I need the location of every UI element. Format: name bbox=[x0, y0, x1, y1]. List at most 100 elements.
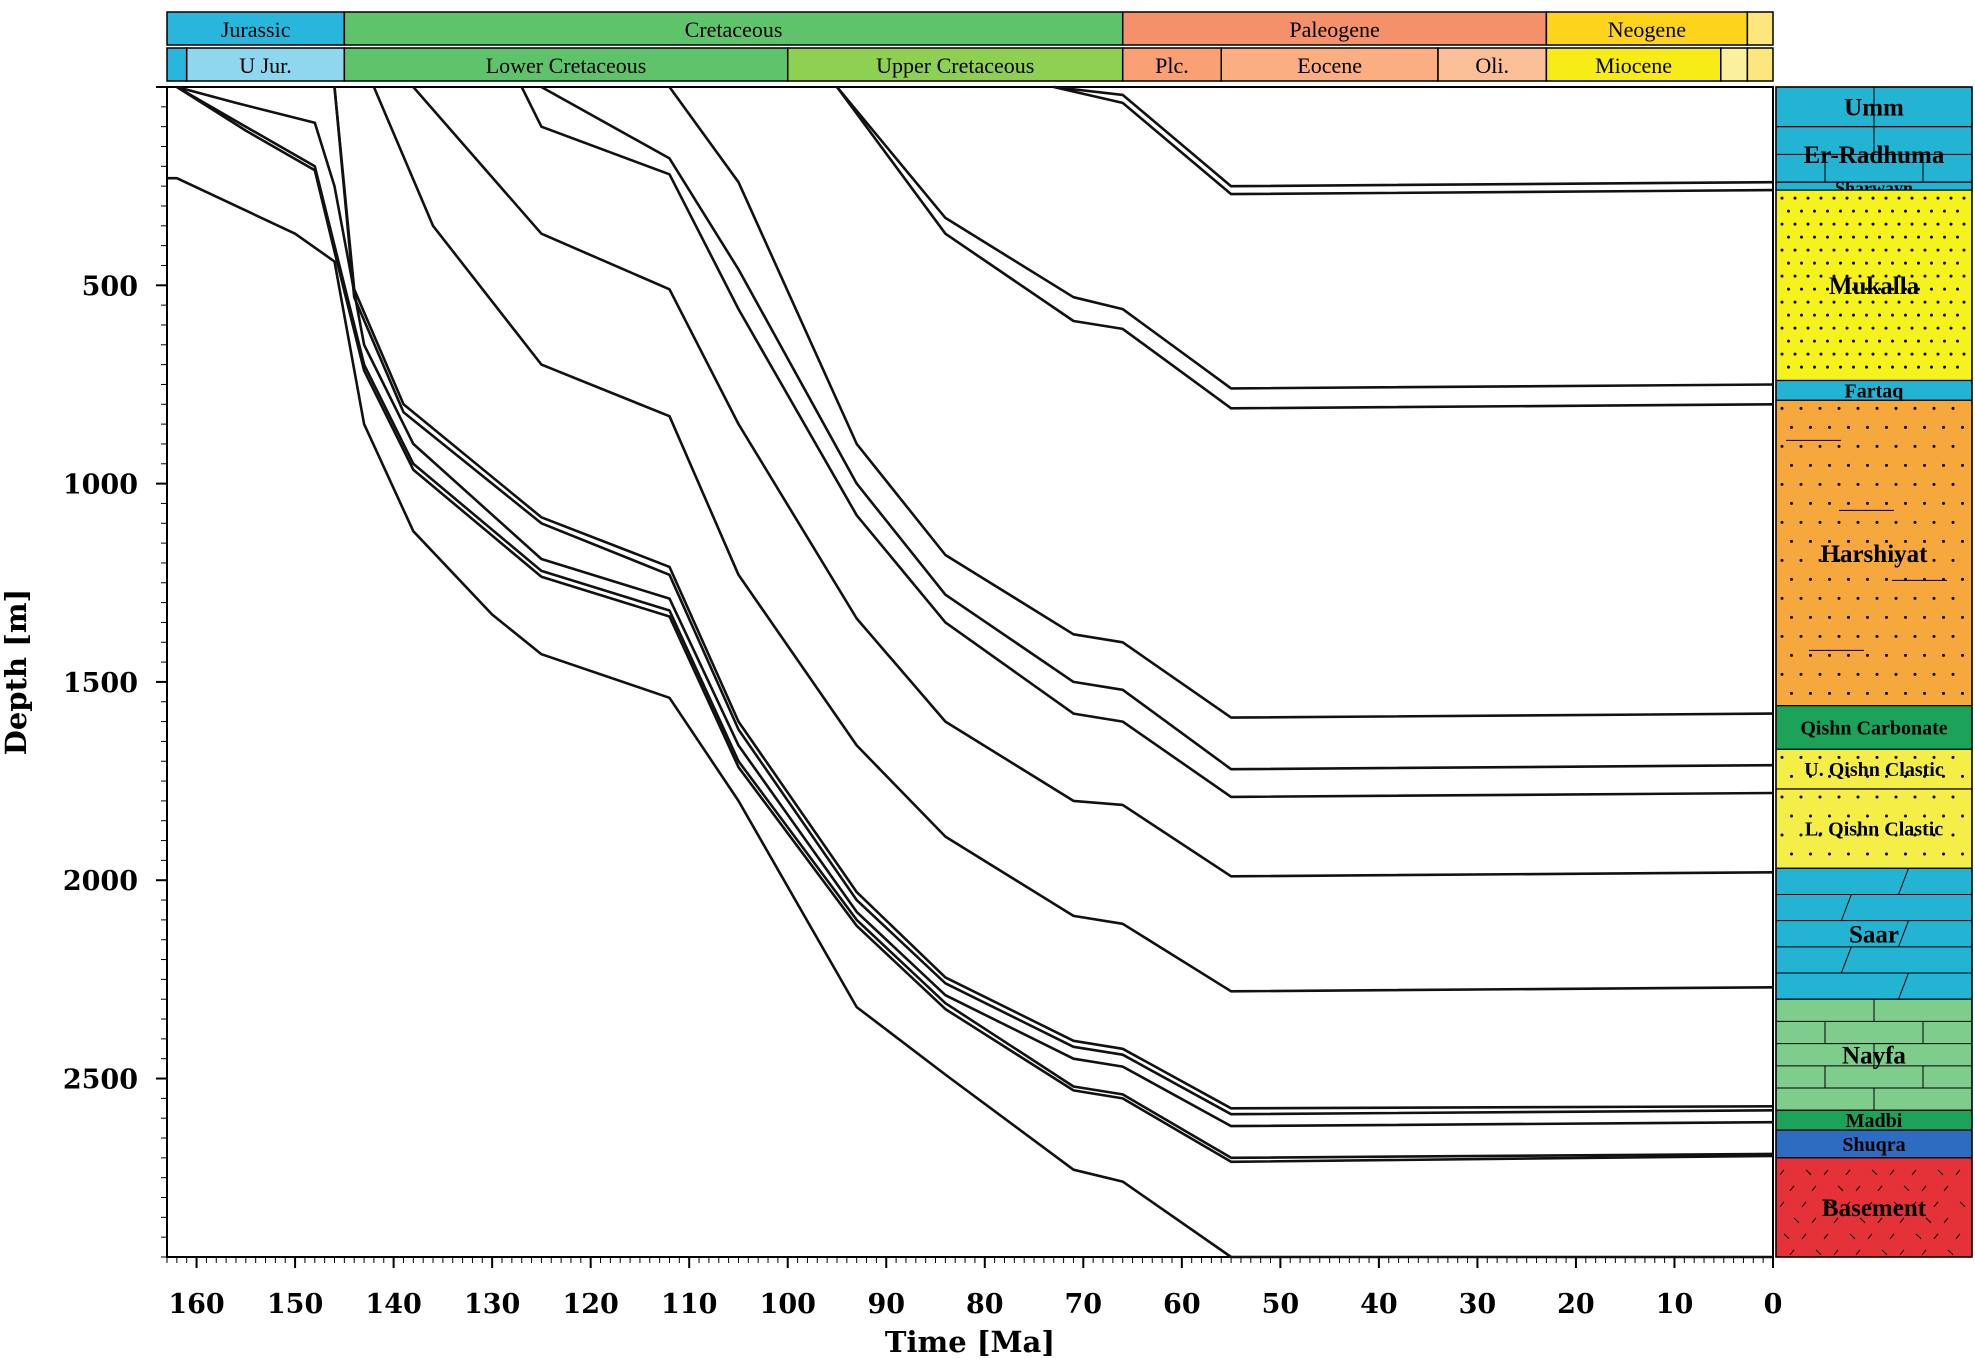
x-axis-ticks: 160 150 140 130 120 110 100 90 80 70 60 50 40 30 20 10 0 bbox=[166, 1257, 1783, 1320]
lithology-pattern bbox=[1776, 126, 1972, 183]
formation-basement: Basement bbox=[1775, 1157, 1973, 1258]
epoch-label: U Jur. bbox=[239, 53, 292, 78]
burial-curve bbox=[540, 85, 1774, 771]
x-tick-label: 90 bbox=[867, 1289, 905, 1320]
formation-qishn-carbonate: Qishn Carbonate bbox=[1775, 705, 1973, 750]
burial-curves bbox=[167, 85, 1774, 1259]
burial-curve bbox=[835, 86, 1774, 410]
burial-curve bbox=[412, 86, 1774, 878]
formation-label: L. Qishn Clastic bbox=[1805, 819, 1943, 841]
epoch-label: Upper Cretaceous bbox=[876, 53, 1034, 78]
x-tick-label: 0 bbox=[1764, 1289, 1783, 1320]
lithology-pattern bbox=[1776, 868, 1972, 1000]
formation-u-qishn-clastic: U. Qishn Clastic bbox=[1775, 748, 1973, 790]
formation-fill bbox=[1775, 1129, 1973, 1159]
formation-label: Saar bbox=[1849, 922, 1899, 949]
burial-curve bbox=[1053, 85, 1774, 188]
period-cell bbox=[166, 11, 346, 46]
epoch-label: Miocene bbox=[1595, 53, 1672, 78]
x-tick-label: 140 bbox=[365, 1289, 421, 1320]
x-tick-label: 160 bbox=[168, 1289, 224, 1320]
period-label: Neogene bbox=[1608, 17, 1686, 42]
formation-harshiyat: Harshiyat bbox=[1775, 399, 1973, 707]
y-axis-title: Depth [m] bbox=[0, 589, 33, 756]
burial-curve bbox=[176, 85, 1774, 1128]
y-tick-label: 500 bbox=[82, 271, 138, 302]
period-label: Jurassic bbox=[221, 17, 291, 42]
epoch-label: Oli. bbox=[1475, 53, 1509, 78]
formation-label: Harshiyat bbox=[1821, 541, 1929, 568]
y-axis-ticks: 500 1000 1500 2000 2500 bbox=[63, 86, 167, 1258]
period-cell bbox=[343, 11, 1124, 46]
y-tick-label: 1000 bbox=[63, 470, 138, 501]
period-label: Cretaceous bbox=[685, 17, 783, 42]
y-tick-label: 2500 bbox=[63, 1065, 138, 1096]
epoch-cell bbox=[166, 47, 188, 82]
epoch-cell bbox=[1720, 47, 1749, 82]
y-tick-label: 2000 bbox=[63, 866, 138, 897]
epoch-cell bbox=[786, 47, 1124, 82]
formation-fartaq: Fartaq bbox=[1775, 379, 1973, 402]
formation-fill bbox=[1775, 1157, 1973, 1258]
formation-column-border bbox=[1775, 86, 1973, 1258]
burial-curve bbox=[167, 176, 1773, 1259]
x-tick-label: 110 bbox=[661, 1289, 717, 1320]
formation-fill bbox=[1775, 189, 1973, 382]
x-tick-label: 120 bbox=[562, 1289, 618, 1320]
x-tick-label: 130 bbox=[464, 1289, 520, 1320]
x-tick-label: 150 bbox=[267, 1289, 323, 1320]
formation-column: UmmEr-RadhumaSharwaynMukallaFartaqHarshi… bbox=[1775, 86, 1973, 1258]
formation-er-radhuma: Er-Radhuma bbox=[1775, 126, 1973, 183]
formation-label: Nayfa bbox=[1842, 1042, 1906, 1069]
formation-label: Shuqra bbox=[1842, 1134, 1905, 1156]
period-cell bbox=[1121, 11, 1548, 46]
lithology-pattern bbox=[1779, 1169, 1966, 1256]
formation-label: Madbi bbox=[1846, 1110, 1903, 1132]
formation-label: Umm bbox=[1844, 95, 1904, 122]
formation-label: Qishn Carbonate bbox=[1800, 718, 1947, 740]
x-tick-label: 40 bbox=[1360, 1289, 1398, 1320]
formation-madbi: Madbi bbox=[1775, 1109, 1973, 1132]
burial-curve bbox=[333, 86, 1774, 1116]
epoch-band: U Jur. Lower Cretaceous Upper Cretaceous Pl… bbox=[166, 47, 1774, 82]
period-band: Jurassic Cretaceous Paleogene Neogene bbox=[166, 11, 1774, 46]
formation-mukalla: Mukalla bbox=[1775, 189, 1973, 382]
epoch-cell bbox=[1746, 47, 1774, 82]
formation-shuqra: Shuqra bbox=[1775, 1129, 1973, 1159]
burial-curve bbox=[176, 85, 1774, 1164]
lithology-pattern bbox=[1780, 755, 1964, 778]
x-tick-label: 20 bbox=[1557, 1289, 1595, 1320]
plot-frame bbox=[166, 86, 1774, 1258]
burial-curve bbox=[372, 86, 1774, 993]
formation-l-qishn-clastic: L. Qishn Clastic bbox=[1775, 788, 1973, 869]
formation-label: U. Qishn Clastic bbox=[1804, 759, 1944, 781]
formation-fill bbox=[1775, 705, 1973, 750]
lithology-pattern bbox=[1780, 406, 1964, 695]
x-tick-label: 80 bbox=[966, 1289, 1004, 1320]
x-tick-label: 60 bbox=[1163, 1289, 1201, 1320]
epoch-cell bbox=[1121, 47, 1222, 82]
burial-curve bbox=[333, 86, 1774, 1110]
epoch-cell bbox=[1220, 47, 1439, 82]
epoch-label: Plc. bbox=[1155, 53, 1189, 78]
burial-curve bbox=[1053, 85, 1774, 196]
epoch-cell bbox=[343, 47, 789, 82]
y-tick-label: 1500 bbox=[63, 668, 138, 699]
formation-label: Basement bbox=[1822, 1195, 1927, 1222]
x-tick-label: 30 bbox=[1459, 1289, 1497, 1320]
x-tick-label: 50 bbox=[1262, 1289, 1300, 1320]
lithology-pattern bbox=[1780, 795, 1964, 856]
formation-umm: Umm bbox=[1775, 86, 1973, 128]
x-tick-label: 10 bbox=[1656, 1289, 1694, 1320]
formation-nayfa: Nayfa bbox=[1775, 998, 1973, 1111]
burial-curve bbox=[835, 86, 1774, 390]
x-tick-label: 100 bbox=[760, 1289, 816, 1320]
formation-label: Mukalla bbox=[1829, 273, 1920, 300]
lithology-pattern bbox=[1776, 999, 1972, 1111]
formation-saar: Saar bbox=[1775, 867, 1973, 1000]
formation-fill bbox=[1775, 399, 1973, 707]
x-tick-label: 70 bbox=[1065, 1289, 1103, 1320]
formation-fill bbox=[1775, 748, 1973, 790]
formation-fill bbox=[1775, 788, 1973, 869]
